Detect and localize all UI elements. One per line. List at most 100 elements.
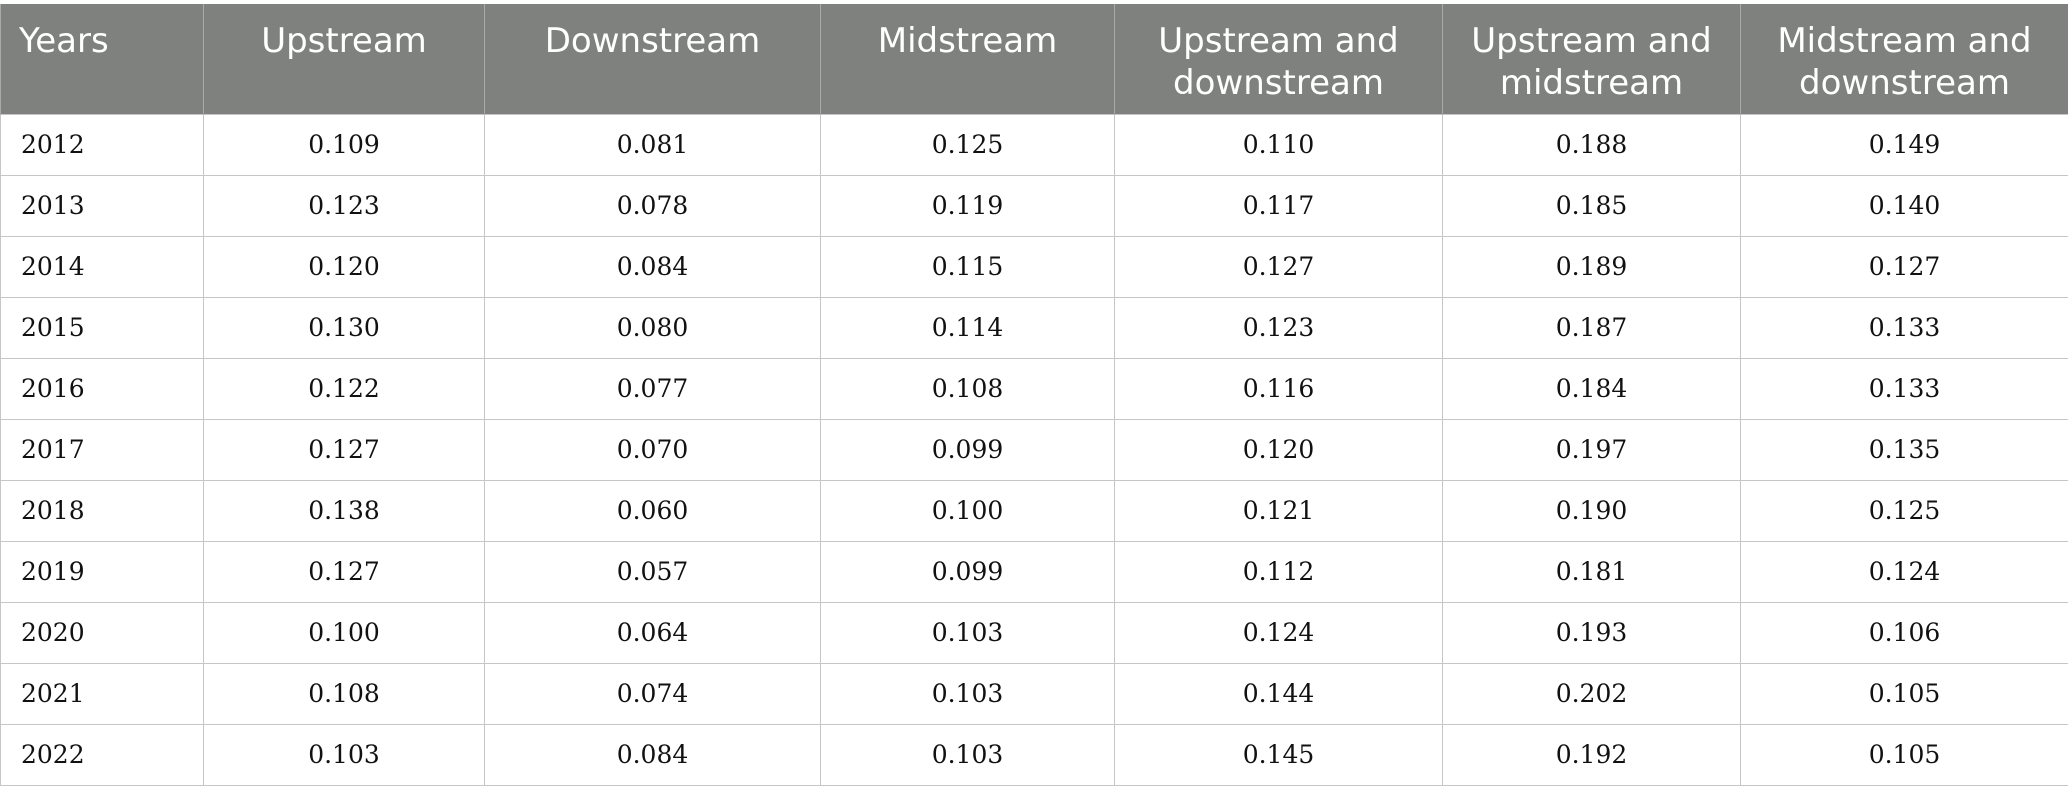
cell-upstream-and-midstream: 0.187	[1442, 296, 1741, 359]
cell-year: 2015	[0, 296, 204, 359]
cell-downstream: 0.060	[484, 479, 821, 542]
column-header-downstream: Downstream	[484, 4, 821, 114]
table-header: Years Upstream Downstream Midstream Upst…	[0, 4, 2068, 114]
data-table-container: Years Upstream Downstream Midstream Upst…	[0, 4, 2068, 786]
cell-midstream-and-downstream: 0.133	[1740, 296, 2068, 359]
table-body: 2012 0.109 0.081 0.125 0.110 0.188 0.149 2013 0.…	[0, 113, 2068, 786]
table-row: 2019 0.127 0.057 0.099 0.112 0.181 0.124	[0, 540, 2068, 603]
cell-upstream: 0.127	[203, 418, 485, 481]
cell-year: 2022	[0, 723, 204, 786]
cell-upstream: 0.100	[203, 601, 485, 664]
cell-downstream: 0.084	[484, 235, 821, 298]
cell-midstream-and-downstream: 0.125	[1740, 479, 2068, 542]
cell-midstream-and-downstream: 0.106	[1740, 601, 2068, 664]
cell-upstream-and-downstream: 0.124	[1114, 601, 1443, 664]
cell-year: 2014	[0, 235, 204, 298]
cell-midstream: 0.103	[820, 662, 1115, 725]
column-header-upstream-and-midstream: Upstream and midstream	[1442, 4, 1741, 114]
cell-upstream-and-downstream: 0.112	[1114, 540, 1443, 603]
column-header-upstream: Upstream	[203, 4, 485, 114]
cell-upstream: 0.120	[203, 235, 485, 298]
cell-upstream-and-midstream: 0.188	[1442, 113, 1741, 176]
cell-upstream-and-downstream: 0.145	[1114, 723, 1443, 786]
cell-upstream-and-downstream: 0.144	[1114, 662, 1443, 725]
cell-downstream: 0.084	[484, 723, 821, 786]
cell-year: 2020	[0, 601, 204, 664]
cell-midstream: 0.103	[820, 723, 1115, 786]
data-table: Years Upstream Downstream Midstream Upst…	[0, 4, 2068, 786]
cell-upstream: 0.108	[203, 662, 485, 725]
cell-midstream-and-downstream: 0.105	[1740, 723, 2068, 786]
cell-downstream: 0.070	[484, 418, 821, 481]
cell-year: 2012	[0, 113, 204, 176]
cell-midstream-and-downstream: 0.124	[1740, 540, 2068, 603]
table-row: 2021 0.108 0.074 0.103 0.144 0.202 0.105	[0, 662, 2068, 725]
cell-downstream: 0.074	[484, 662, 821, 725]
cell-upstream-and-midstream: 0.202	[1442, 662, 1741, 725]
cell-upstream-and-midstream: 0.190	[1442, 479, 1741, 542]
cell-upstream-and-midstream: 0.184	[1442, 357, 1741, 420]
table-row: 2012 0.109 0.081 0.125 0.110 0.188 0.149	[0, 113, 2068, 176]
cell-year: 2016	[0, 357, 204, 420]
cell-upstream-and-midstream: 0.189	[1442, 235, 1741, 298]
cell-upstream-and-midstream: 0.181	[1442, 540, 1741, 603]
column-header-midstream: Midstream	[820, 4, 1115, 114]
cell-upstream-and-midstream: 0.193	[1442, 601, 1741, 664]
cell-downstream: 0.077	[484, 357, 821, 420]
cell-upstream: 0.103	[203, 723, 485, 786]
cell-upstream: 0.138	[203, 479, 485, 542]
cell-upstream-and-downstream: 0.110	[1114, 113, 1443, 176]
table-row: 2018 0.138 0.060 0.100 0.121 0.190 0.125	[0, 479, 2068, 542]
cell-upstream-and-downstream: 0.120	[1114, 418, 1443, 481]
cell-midstream-and-downstream: 0.140	[1740, 174, 2068, 237]
cell-downstream: 0.057	[484, 540, 821, 603]
cell-upstream: 0.109	[203, 113, 485, 176]
column-header-midstream-and-downstream: Midstream and downstream	[1740, 4, 2068, 114]
cell-upstream-and-midstream: 0.185	[1442, 174, 1741, 237]
cell-midstream: 0.114	[820, 296, 1115, 359]
cell-midstream: 0.103	[820, 601, 1115, 664]
table-row: 2022 0.103 0.084 0.103 0.145 0.192 0.105	[0, 723, 2068, 786]
cell-upstream-and-downstream: 0.121	[1114, 479, 1443, 542]
cell-downstream: 0.080	[484, 296, 821, 359]
cell-midstream-and-downstream: 0.105	[1740, 662, 2068, 725]
table-row: 2014 0.120 0.084 0.115 0.127 0.189 0.127	[0, 235, 2068, 298]
cell-upstream: 0.122	[203, 357, 485, 420]
column-header-years: Years	[0, 4, 204, 114]
cell-midstream: 0.119	[820, 174, 1115, 237]
cell-midstream-and-downstream: 0.127	[1740, 235, 2068, 298]
cell-downstream: 0.078	[484, 174, 821, 237]
cell-year: 2018	[0, 479, 204, 542]
cell-midstream-and-downstream: 0.149	[1740, 113, 2068, 176]
column-header-upstream-and-downstream: Upstream and downstream	[1114, 4, 1443, 114]
cell-year: 2019	[0, 540, 204, 603]
cell-year: 2017	[0, 418, 204, 481]
cell-midstream: 0.125	[820, 113, 1115, 176]
cell-upstream-and-downstream: 0.123	[1114, 296, 1443, 359]
table-row: 2017 0.127 0.070 0.099 0.120 0.197 0.135	[0, 418, 2068, 481]
header-row: Years Upstream Downstream Midstream Upst…	[0, 4, 2068, 114]
cell-midstream: 0.108	[820, 357, 1115, 420]
cell-midstream: 0.099	[820, 540, 1115, 603]
cell-midstream: 0.100	[820, 479, 1115, 542]
cell-upstream-and-downstream: 0.127	[1114, 235, 1443, 298]
table-row: 2020 0.100 0.064 0.103 0.124 0.193 0.106	[0, 601, 2068, 664]
cell-downstream: 0.081	[484, 113, 821, 176]
cell-upstream-and-downstream: 0.116	[1114, 357, 1443, 420]
cell-upstream: 0.123	[203, 174, 485, 237]
cell-upstream: 0.130	[203, 296, 485, 359]
cell-year: 2021	[0, 662, 204, 725]
cell-year: 2013	[0, 174, 204, 237]
cell-upstream-and-midstream: 0.197	[1442, 418, 1741, 481]
table-row: 2015 0.130 0.080 0.114 0.123 0.187 0.133	[0, 296, 2068, 359]
table-row: 2013 0.123 0.078 0.119 0.117 0.185 0.140	[0, 174, 2068, 237]
cell-upstream: 0.127	[203, 540, 485, 603]
cell-upstream-and-midstream: 0.192	[1442, 723, 1741, 786]
table-row: 2016 0.122 0.077 0.108 0.116 0.184 0.133	[0, 357, 2068, 420]
cell-downstream: 0.064	[484, 601, 821, 664]
cell-midstream-and-downstream: 0.133	[1740, 357, 2068, 420]
cell-midstream: 0.099	[820, 418, 1115, 481]
cell-upstream-and-downstream: 0.117	[1114, 174, 1443, 237]
cell-midstream: 0.115	[820, 235, 1115, 298]
cell-midstream-and-downstream: 0.135	[1740, 418, 2068, 481]
